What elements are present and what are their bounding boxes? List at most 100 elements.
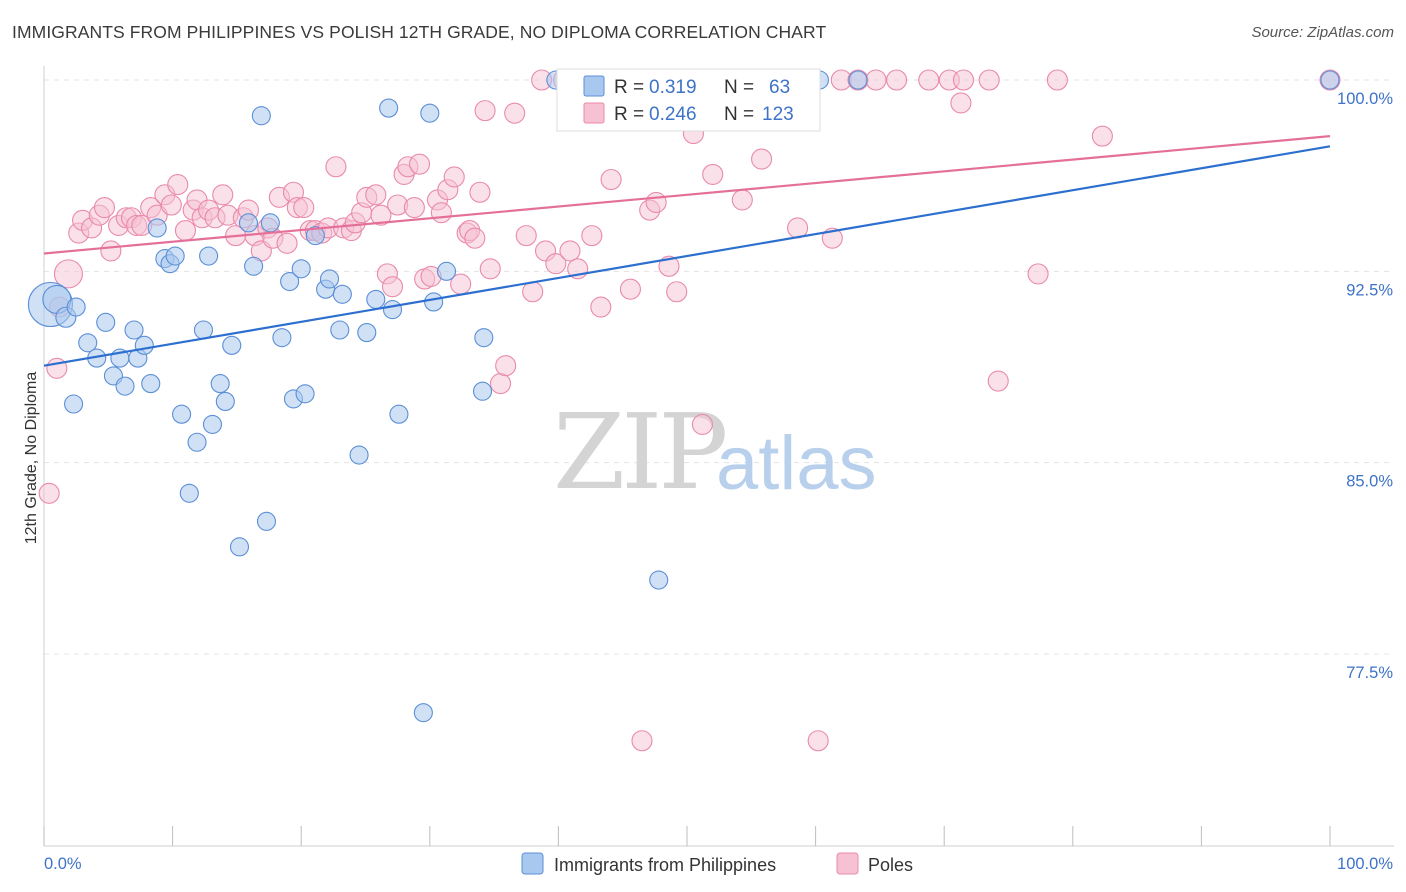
point-poles-18 [160, 194, 182, 216]
y-tick-label-2: 92.5% [1346, 281, 1393, 299]
grid-lines [44, 79, 1394, 655]
point-poles-98 [691, 413, 713, 435]
point-philippines-3 [66, 297, 86, 317]
point-poles-62 [430, 202, 452, 224]
point-poles-91 [631, 730, 653, 752]
legend-n-value-1: 63 [769, 77, 790, 98]
point-philippines-28 [229, 537, 250, 557]
point-philippines-25 [210, 374, 230, 394]
point-philippines-11 [124, 320, 144, 340]
legend-n-label-1: N = [724, 77, 754, 98]
legend-swatch-blue [583, 75, 605, 97]
point-philippines-14 [141, 374, 161, 394]
point-philippines-24 [202, 414, 223, 434]
trend-line-poles [43, 135, 1331, 255]
point-poles-9 [100, 240, 122, 262]
point-philippines-15 [147, 218, 167, 238]
point-philippines-38 [295, 384, 315, 404]
point-poles-36 [276, 232, 298, 254]
point-poles-120 [1046, 69, 1068, 91]
legend-r-label-1: R = [614, 77, 644, 98]
point-philippines-19 [172, 404, 192, 424]
point-poles-93 [645, 191, 667, 214]
source-label: Source: ZipAtlas.com [1251, 24, 1394, 41]
point-poles-73 [495, 355, 517, 377]
point-poles-64 [443, 166, 465, 188]
point-philippines-45 [357, 323, 377, 343]
legend-r-value-2: 0.246 [649, 104, 697, 125]
point-philippines-55 [472, 381, 493, 401]
point-poles-102 [731, 189, 753, 211]
point-philippines-10 [115, 376, 135, 396]
point-philippines-7 [96, 312, 116, 332]
point-philippines-62 [1320, 70, 1340, 90]
point-philippines-34 [272, 328, 292, 348]
point-poles-107 [807, 730, 829, 752]
x-tick-label-0: 0.0% [44, 855, 82, 873]
point-philippines-43 [332, 284, 352, 304]
x-tick-label-1: 100.0% [1337, 855, 1393, 873]
point-philippines-27 [222, 335, 242, 355]
point-philippines-13 [134, 335, 154, 355]
point-poles-118 [987, 370, 1009, 392]
point-philippines-21 [187, 432, 207, 452]
point-philippines-26 [215, 391, 235, 411]
legend-n-label-2: N = [724, 104, 754, 125]
point-philippines-46 [366, 289, 386, 309]
point-poles-20 [174, 219, 197, 242]
point-philippines-39 [305, 226, 325, 246]
point-poles-94 [658, 255, 680, 277]
point-poles-84 [581, 225, 603, 247]
point-philippines-4 [64, 394, 84, 414]
point-poles-95 [666, 281, 688, 303]
series-legend-swatch-poles [836, 852, 859, 875]
axes [43, 66, 1394, 847]
point-philippines-42 [330, 320, 350, 340]
y-tick-label-3: 100.0% [1337, 90, 1393, 108]
point-poles-39 [293, 197, 315, 219]
point-poles-44 [325, 156, 347, 178]
legend-r-value-1: 0.319 [649, 77, 697, 98]
trend-lines [43, 135, 1331, 367]
point-philippines-31 [251, 106, 271, 126]
point-philippines-61 [848, 70, 868, 90]
chart-title: IMMIGRANTS FROM PHILIPPINES VS POLISH 12… [12, 22, 827, 42]
point-poles-72 [489, 373, 512, 395]
point-philippines-49 [389, 404, 409, 424]
point-poles-116 [952, 69, 975, 91]
point-poles-79 [545, 253, 567, 275]
point-philippines-33 [260, 213, 280, 233]
point-philippines-52 [424, 292, 444, 312]
point-philippines-23 [199, 246, 219, 266]
trend-line-philippines [43, 145, 1331, 367]
series-legend: Immigrants from Philippines Poles [521, 852, 913, 875]
point-philippines-35 [280, 271, 300, 292]
watermark: ZIP atlas [553, 391, 877, 513]
point-poles-121 [1091, 125, 1113, 147]
point-poles-69 [469, 181, 491, 203]
point-poles-104 [751, 148, 773, 170]
series-legend-swatch-philippines [521, 852, 544, 875]
point-poles-115 [950, 92, 972, 114]
point-poles-68 [464, 227, 486, 249]
point-philippines-30 [244, 256, 264, 276]
point-poles-50 [365, 184, 387, 206]
point-poles-89 [619, 278, 641, 300]
point-poles-112 [886, 69, 908, 91]
point-philippines-59 [649, 570, 669, 590]
point-poles-87 [600, 168, 622, 191]
legend-swatch-pink [583, 102, 605, 124]
point-philippines-50 [413, 703, 433, 723]
point-philippines-54 [474, 328, 494, 348]
point-philippines-18 [165, 246, 185, 266]
point-poles-58 [408, 153, 431, 175]
point-poles-81 [559, 240, 581, 262]
watermark-atlas: atlas [716, 421, 877, 506]
tick-labels: 77.5% 85.0% 92.5% 100.0% 0.0% 100.0% [44, 90, 1393, 873]
point-philippines-44 [349, 445, 369, 465]
point-philippines-5 [78, 333, 98, 353]
y-axis-title: 12th Grade, No Diploma [23, 372, 40, 545]
point-poles-74 [504, 102, 526, 124]
point-poles-51 [370, 204, 392, 226]
point-poles-19 [167, 174, 189, 196]
